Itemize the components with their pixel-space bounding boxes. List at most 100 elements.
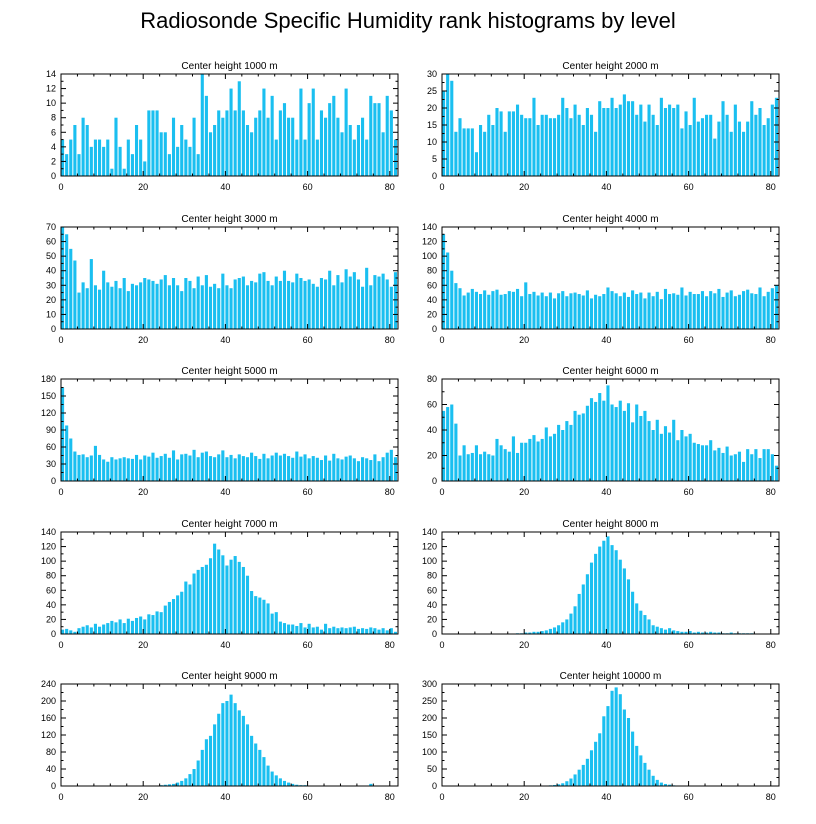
histogram-bar	[532, 97, 536, 176]
histogram-bar	[499, 445, 503, 481]
histogram-bar	[221, 273, 225, 329]
histogram-bar	[487, 114, 491, 176]
chart-panel-2: Center height 2000 m 0 20 40 60 80 0 5 10 15 20 25 3…	[427, 61, 780, 192]
histogram-bar	[365, 139, 369, 176]
y-tick-label: 50	[427, 764, 437, 774]
histogram-bar	[200, 749, 204, 787]
histogram-bar	[89, 259, 93, 329]
histogram-bar	[458, 455, 462, 481]
histogram-bar	[213, 125, 217, 176]
histogram-bar	[594, 131, 598, 176]
histogram-bar	[291, 457, 295, 481]
histogram-bar	[73, 451, 77, 481]
histogram-bar	[602, 294, 606, 329]
histogram-bar	[262, 88, 266, 176]
histogram-bar	[204, 451, 208, 481]
histogram-bar	[266, 280, 270, 329]
histogram-bar	[737, 294, 742, 329]
histogram-bar	[250, 452, 254, 481]
histogram-bar	[552, 433, 557, 481]
histogram-bar	[303, 139, 307, 176]
x-tick-label: 40	[220, 640, 230, 650]
histogram-bar	[700, 291, 705, 329]
histogram-bar	[385, 95, 389, 176]
histogram-bar	[126, 139, 130, 176]
histogram-bar	[167, 285, 171, 329]
panel-title: Center height 6000 m	[562, 366, 658, 377]
histogram-bar	[544, 296, 548, 329]
histogram-bar	[270, 613, 274, 634]
histogram-bar	[474, 152, 478, 176]
histogram-bar	[233, 703, 237, 787]
histogram-bar	[126, 618, 130, 634]
x-tick-label: 80	[766, 640, 776, 650]
histogram-bar	[291, 117, 295, 176]
histogram-bar	[393, 631, 397, 634]
x-tick-label: 0	[58, 792, 63, 802]
histogram-bar	[754, 449, 758, 482]
histogram-bar	[118, 288, 122, 329]
histogram-bar	[163, 275, 167, 329]
histogram-bar	[729, 290, 733, 329]
histogram-bar	[647, 421, 651, 481]
histogram-bar	[581, 584, 585, 634]
histogram-bar	[213, 724, 217, 787]
histogram-bar	[114, 622, 118, 634]
histogram-bar	[373, 454, 377, 481]
histogram-bar	[225, 457, 229, 481]
histogram-bar	[618, 400, 622, 481]
histogram-bar	[389, 449, 393, 481]
histogram-bar	[225, 285, 229, 329]
histogram-bar	[385, 279, 389, 329]
y-tick-label: 60	[427, 400, 437, 410]
histogram-bar	[241, 715, 245, 787]
histogram-bar	[688, 125, 692, 176]
histogram-bar	[282, 103, 287, 176]
histogram-bar	[507, 291, 511, 329]
histogram-bar	[557, 625, 561, 634]
histogram-bar	[377, 276, 381, 329]
histogram-bar	[114, 459, 118, 481]
histogram-bar	[102, 146, 106, 176]
histogram-bar	[287, 280, 291, 329]
histogram-bar	[610, 404, 614, 481]
histogram-bar	[499, 294, 503, 329]
histogram-bar	[81, 117, 85, 176]
histogram-bar	[97, 289, 102, 329]
histogram-bar	[614, 407, 618, 481]
histogram-bar	[225, 701, 229, 786]
histogram-bar	[569, 293, 573, 329]
histogram-bar	[180, 780, 184, 786]
histogram-bar	[610, 291, 614, 329]
histogram-bar	[692, 632, 696, 634]
histogram-bar	[274, 775, 278, 787]
histogram-bar	[668, 628, 672, 634]
histogram-bar	[713, 293, 717, 329]
histogram-bar	[77, 292, 81, 329]
x-tick-label: 0	[439, 487, 444, 497]
histogram-bar	[274, 612, 278, 634]
histogram-bar	[725, 446, 729, 481]
y-tick-label: 60	[427, 585, 437, 595]
x-tick-label: 20	[138, 182, 148, 192]
histogram-bar	[446, 74, 450, 176]
histogram-bar	[348, 627, 352, 634]
histogram-bar	[221, 450, 225, 481]
histogram-bar	[774, 285, 778, 329]
histogram-bar	[155, 283, 159, 329]
histogram-bar	[393, 457, 397, 481]
histogram-bar	[598, 296, 602, 329]
histogram-bar	[503, 294, 507, 329]
histogram-bar	[319, 460, 324, 481]
histogram-bar	[336, 275, 340, 329]
histogram-bar	[643, 298, 647, 329]
histogram-bar	[184, 139, 188, 176]
y-tick-label: 100	[422, 556, 437, 566]
histogram-bar	[73, 125, 77, 176]
histogram-bar	[155, 110, 159, 176]
histogram-bar	[762, 449, 766, 482]
histogram-bar	[188, 584, 192, 634]
histogram-bar	[462, 295, 466, 329]
histogram-bar	[176, 782, 180, 786]
histogram-bar	[319, 278, 324, 329]
